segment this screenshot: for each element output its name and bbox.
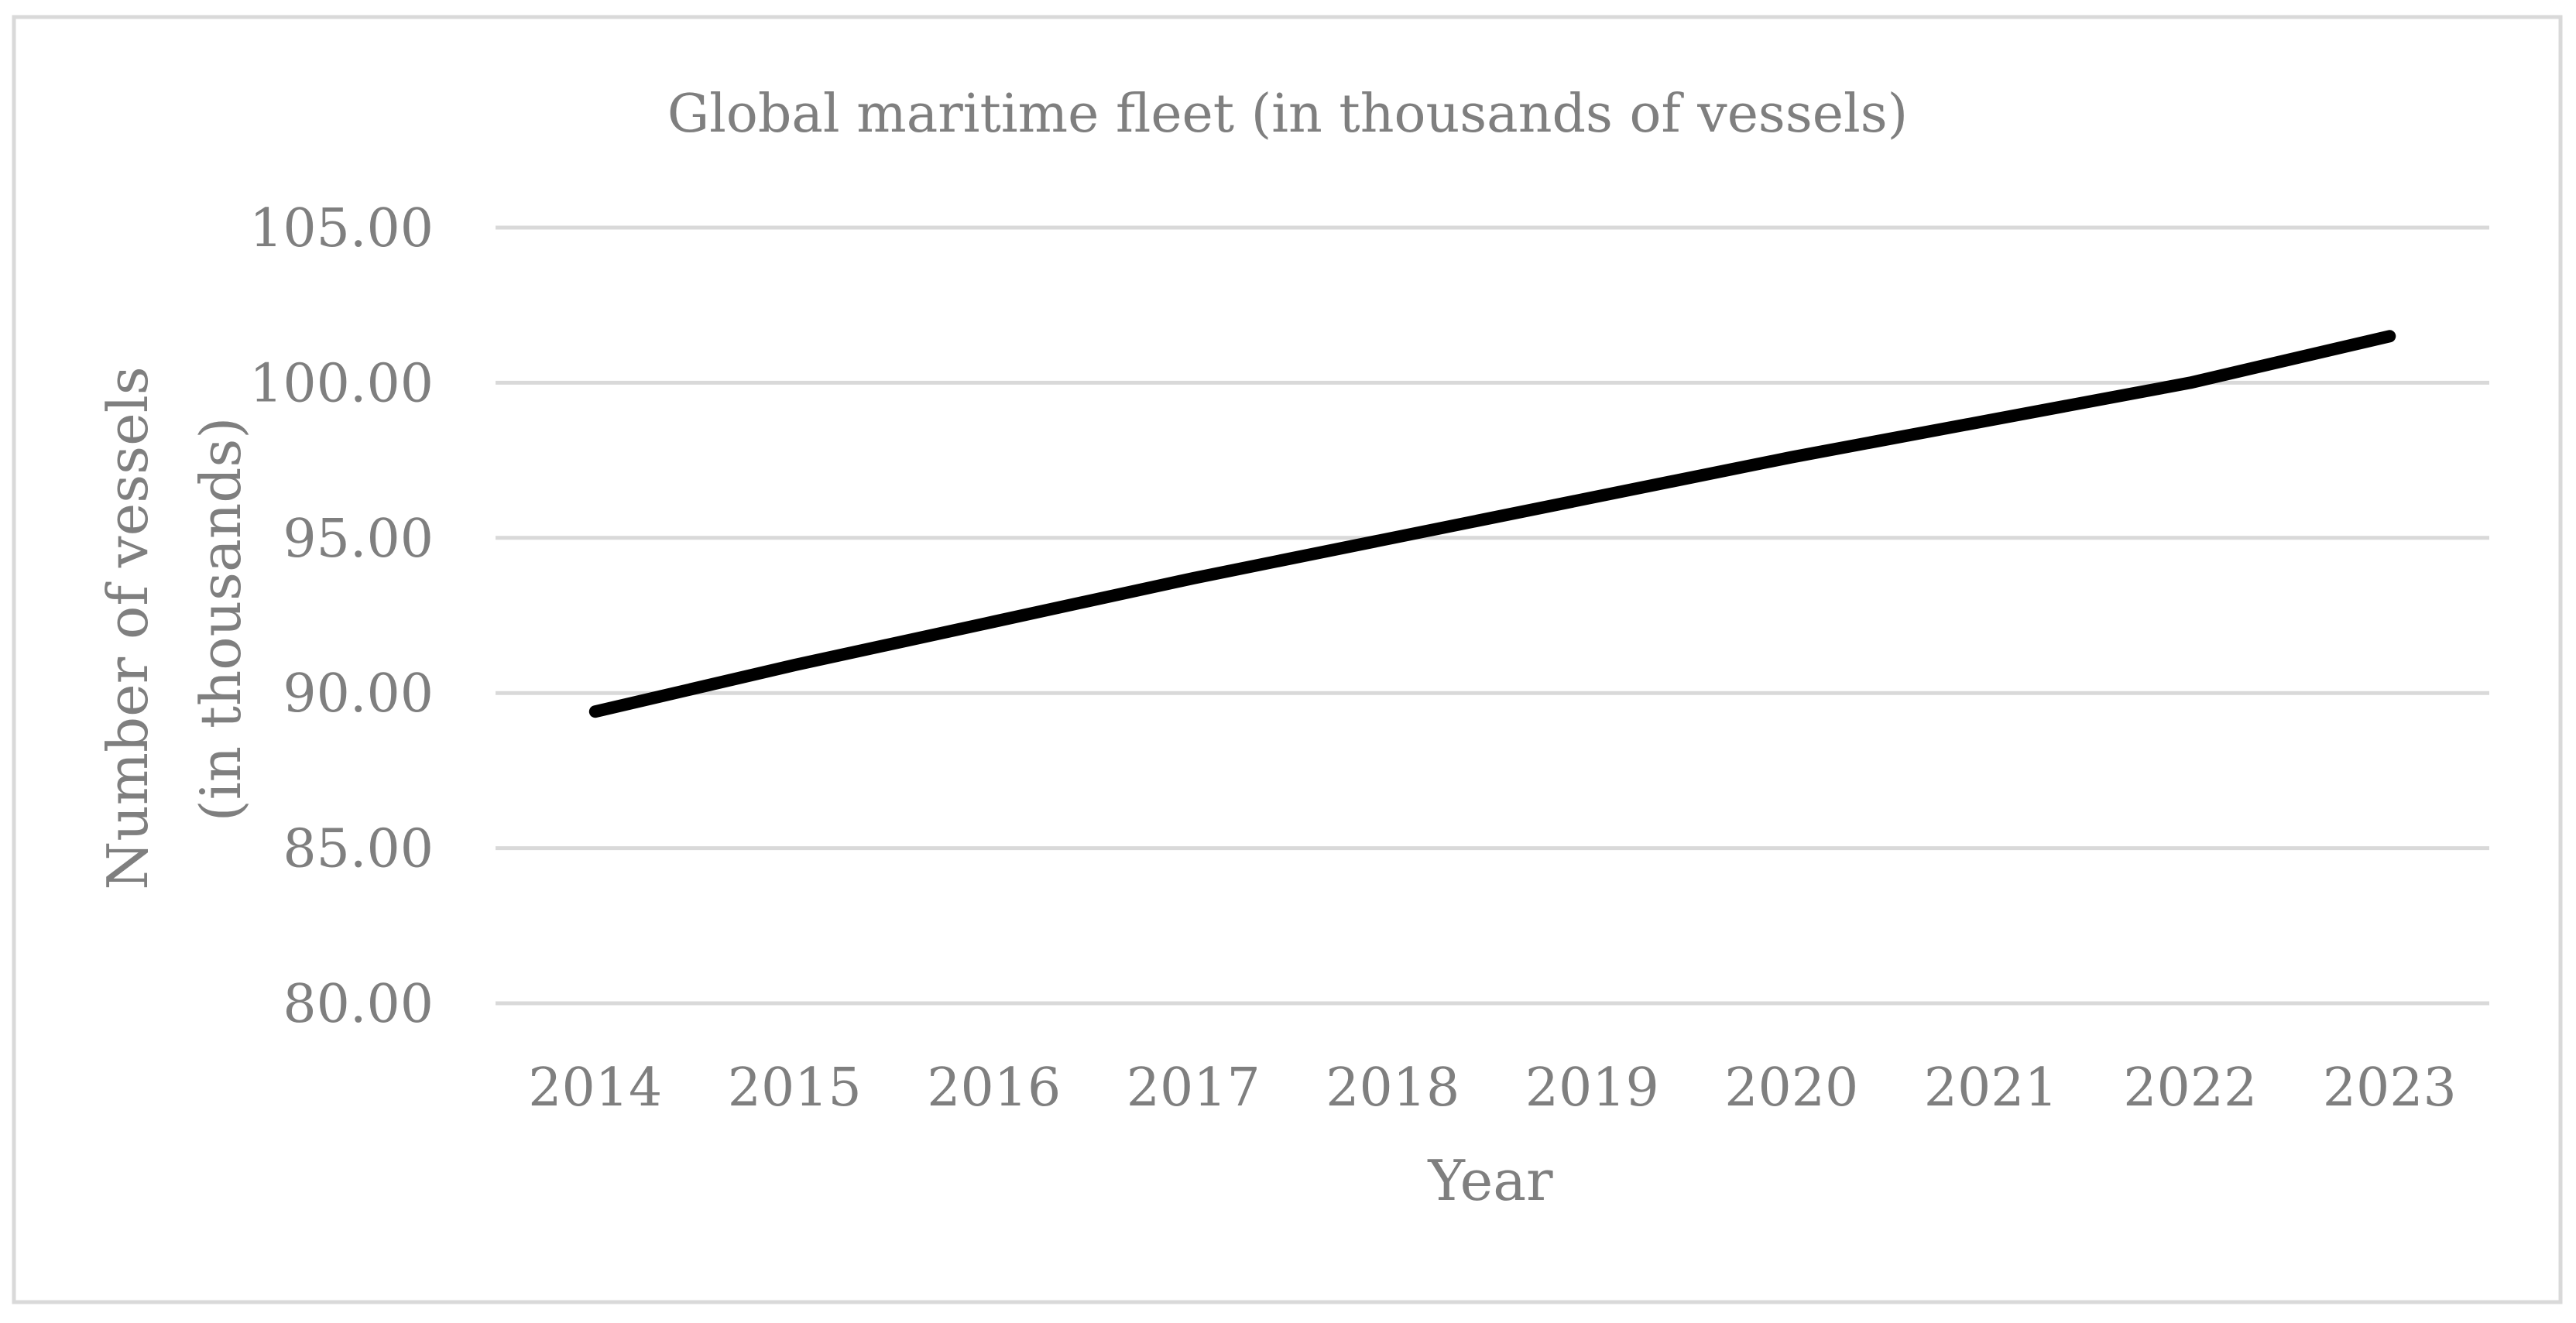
y-tick-label: 105.00 [249, 198, 434, 259]
gridlines [496, 225, 2489, 1006]
x-tick-label: 2023 [2323, 1057, 2457, 1119]
x-axis-ticks: 2014 2015 2016 2017 2018 2019 2020 2021 2022 2023 [528, 1057, 2457, 1119]
data-point [1391, 536, 1394, 540]
x-tick-label: 2014 [528, 1057, 662, 1119]
series-layer [588, 330, 2396, 718]
x-tick-label: 2019 [1525, 1057, 1659, 1119]
y-tick-label: 100.00 [249, 353, 434, 414]
y-axis-title-line-1: Number of vessels [95, 366, 160, 889]
data-point [992, 620, 996, 624]
y-axis-title: Number of vessels (in thousands) [95, 348, 253, 889]
chart-title: Global maritime fleet (in thousands of v… [667, 84, 1908, 145]
y-tick-label: 95.00 [283, 509, 434, 570]
data-point [1989, 418, 1993, 422]
x-axis-title: Year [1427, 1148, 1553, 1213]
data-point [1789, 455, 1793, 459]
data-point [793, 663, 797, 667]
series-line [588, 330, 2396, 718]
y-axis-title-line-2: (in thousands) [188, 417, 253, 822]
x-tick-label: 2020 [1724, 1057, 1858, 1119]
data-point [1192, 576, 1195, 580]
x-tick-label: 2016 [927, 1057, 1061, 1119]
y-tick-label: 80.00 [283, 974, 434, 1035]
x-tick-label: 2015 [728, 1057, 862, 1119]
x-tick-label: 2022 [2123, 1057, 2257, 1119]
x-tick-label: 2021 [1924, 1057, 2058, 1119]
data-point [1590, 495, 1594, 499]
chart-border [12, 15, 2563, 1304]
y-tick-label: 85.00 [283, 819, 434, 880]
data-point [593, 710, 597, 714]
x-tick-label: 2017 [1127, 1057, 1261, 1119]
y-axis-ticks: 80.00 85.00 90.00 95.00 100.00 105.00 [249, 198, 434, 1035]
data-point [2388, 334, 2392, 338]
y-tick-label: 90.00 [283, 663, 434, 725]
x-tick-label: 2018 [1326, 1057, 1460, 1119]
data-point [2188, 381, 2192, 385]
